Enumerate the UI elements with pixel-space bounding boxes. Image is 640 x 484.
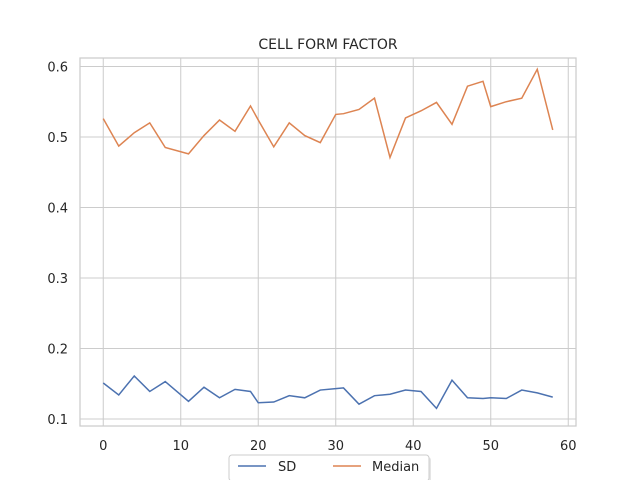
x-tick-label: 40 [405, 439, 422, 454]
x-tick-label: 20 [250, 439, 267, 454]
series-line-sd [102, 374, 553, 410]
plot-background [80, 58, 576, 426]
legend: SD Median [228, 454, 431, 483]
x-axis-ticks: 0 10 20 30 40 50 60 [99, 439, 576, 454]
x-tick-label: 0 [99, 439, 107, 454]
x-tick-label: 50 [482, 439, 499, 454]
y-tick-label: 0.5 [47, 131, 68, 146]
series-layer [102, 67, 554, 410]
y-tick-label: 0.6 [47, 60, 68, 75]
y-tick-label: 0.3 [47, 272, 68, 287]
x-tick-label: 30 [327, 439, 344, 454]
y-tick-label: 0.4 [47, 201, 68, 216]
y-tick-label: 0.2 [47, 342, 68, 357]
x-tick-label: 60 [560, 439, 577, 454]
series-line-median [102, 67, 554, 160]
y-axis-ticks: 0.1 0.2 0.3 0.4 0.5 0.6 [47, 60, 68, 427]
y-tick-label: 0.1 [47, 413, 68, 428]
legend-sd-label: SD [278, 460, 296, 475]
x-tick-label: 10 [172, 439, 189, 454]
legend-median-label: Median [372, 460, 419, 475]
chart-title: CELL FORM FACTOR [258, 37, 397, 53]
axes-frame [79, 57, 577, 427]
